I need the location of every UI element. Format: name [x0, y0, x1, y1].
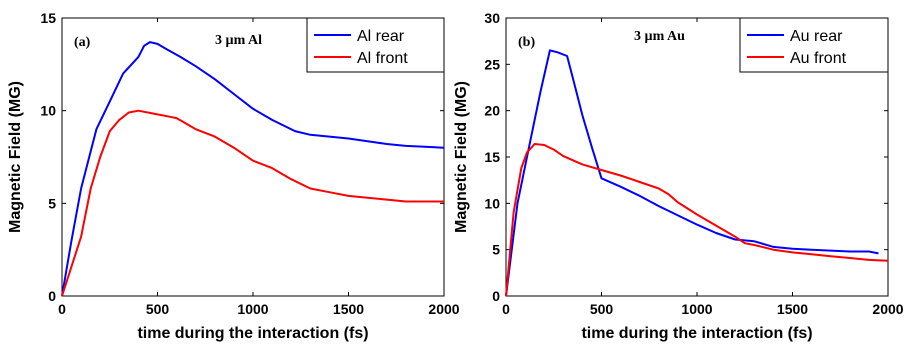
x-tick-label: 2000	[428, 301, 459, 317]
legend-box	[739, 17, 889, 73]
y-tick-label: 30	[484, 10, 500, 26]
sample-label: 3 µm Al	[215, 33, 262, 48]
y-tick-label: 15	[40, 10, 56, 26]
legend-entry: Al front	[357, 50, 408, 67]
legend-entry: Al rear	[357, 28, 405, 45]
y-tick-label: 20	[484, 103, 500, 119]
x-tick-label: 1500	[333, 301, 364, 317]
legend-entry: Au front	[790, 50, 847, 67]
y-tick-label: 10	[484, 195, 500, 211]
series-line-al-front	[61, 109, 444, 297]
legend: Al rear Al front	[306, 17, 445, 73]
series-line-au-front	[505, 143, 889, 297]
series-line-au-rear	[505, 49, 879, 297]
x-tick-label: 500	[146, 301, 170, 317]
chart-panel-0: 0 500 1000 1500 2000 0 5 10 15 time during the in…	[7, 10, 460, 342]
x-tick-label: 0	[58, 301, 66, 317]
series-line-al-rear	[61, 41, 445, 297]
panel-label: (a)	[74, 35, 91, 50]
legend-entry: Au rear	[790, 28, 843, 45]
y-tick-label: 10	[40, 103, 56, 119]
y-tick-label: 15	[484, 149, 500, 165]
x-tick-label: 0	[502, 301, 510, 317]
y-tick-label: 5	[492, 242, 500, 258]
legend: Au rear Au front	[739, 17, 889, 73]
y-tick-label: 0	[492, 288, 500, 304]
y-tick-label: 25	[484, 56, 500, 72]
x-tick-label: 500	[590, 301, 614, 317]
x-tick-label: 2000	[872, 301, 903, 317]
x-axis-label: time during the interaction (fs)	[137, 325, 368, 342]
x-tick-label: 1000	[237, 301, 268, 317]
legend-box	[306, 17, 445, 73]
x-axis-label: time during the interaction (fs)	[581, 325, 812, 342]
y-tick-label: 0	[48, 288, 56, 304]
sample-label: 3 µm Au	[634, 29, 685, 44]
chart-panel-1: 0 500 1000 1500 2000 0 5 10 15 20 25 30 time during …	[453, 10, 904, 342]
x-tick-label: 1000	[681, 301, 712, 317]
panel-label: (b)	[518, 35, 535, 50]
y-axis-label: Magnetic Field (MG)	[7, 81, 24, 233]
y-axis-label: Magnetic Field (MG)	[453, 81, 470, 233]
y-tick-label: 5	[48, 195, 56, 211]
x-tick-label: 1500	[777, 301, 808, 317]
